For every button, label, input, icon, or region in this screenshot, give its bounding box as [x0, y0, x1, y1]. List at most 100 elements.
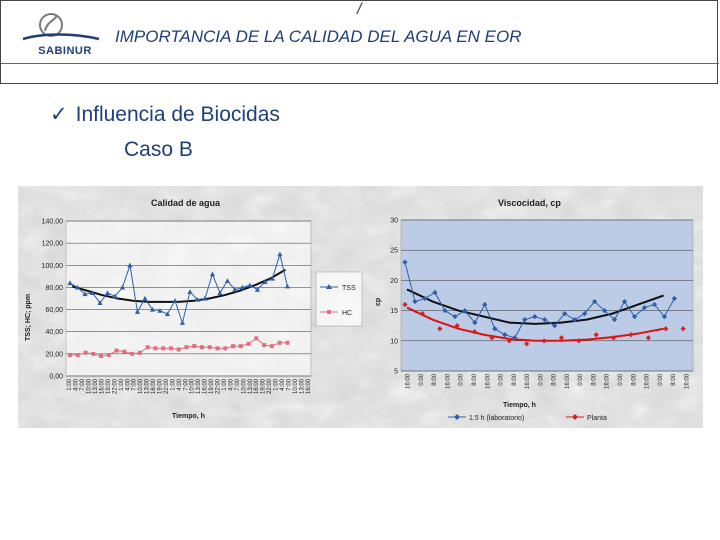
- data-point: [106, 352, 111, 357]
- y-tick-label: 20,00: [45, 351, 63, 358]
- data-point: [82, 291, 88, 297]
- data-point: [522, 317, 528, 323]
- data-point: [246, 341, 251, 346]
- logo-wordmark: SABINUR: [38, 45, 92, 57]
- x-tick-label: 7:00: [183, 378, 189, 390]
- x-tick-label: 1:00: [170, 378, 176, 390]
- x-tick-label: 8:00: [671, 373, 677, 385]
- data-point: [194, 297, 201, 302]
- y-tick-label: 10: [390, 338, 398, 345]
- legend-planta-label: Planta: [587, 415, 607, 422]
- x-tick-label: 10:00: [241, 378, 247, 394]
- data-point: [217, 290, 223, 296]
- bullet-text: Influencia de Biocidas: [75, 103, 280, 126]
- data-point: [254, 287, 261, 292]
- logo-emblem-icon: [22, 13, 100, 41]
- y-tick-label: 80,00: [45, 285, 63, 292]
- legend-lab-label: 1.5 h (laboratorio): [469, 415, 524, 422]
- data-point: [114, 348, 119, 353]
- data-point: [161, 346, 166, 351]
- chart-panel: Calidad de agua 0,00 20,00 40,00 60,00 80,00…: [18, 186, 703, 428]
- x-tick-label: 1:00: [222, 378, 228, 390]
- x-tick-label: 16:00: [684, 373, 690, 389]
- data-point: [277, 251, 283, 257]
- legend-tss-label: TSS: [342, 285, 356, 292]
- data-point: [419, 311, 425, 317]
- x-tick-label: 4:00: [280, 378, 286, 390]
- data-point: [112, 293, 118, 299]
- chart-left: Calidad de agua 0,00 20,00 40,00 60,00 80,00…: [25, 198, 363, 420]
- x-tick-label: 16:00: [645, 373, 651, 389]
- chart-right-plot-area: [400, 219, 694, 372]
- data-point: [157, 308, 163, 313]
- checkmark-icon: ✓: [50, 103, 68, 126]
- data-point: [631, 314, 638, 320]
- data-point: [89, 290, 96, 296]
- x-tick-label: 16:00: [605, 373, 611, 389]
- data-point: [142, 295, 148, 301]
- data-point: [285, 340, 290, 345]
- data-point: [532, 314, 538, 320]
- data-point: [119, 284, 126, 290]
- data-point: [262, 279, 268, 284]
- data-point: [127, 262, 133, 268]
- x-tick-label: 7:00: [235, 378, 241, 390]
- data-point: [224, 278, 231, 283]
- data-point: [134, 309, 141, 314]
- x-tick-label: 4:00: [228, 378, 234, 390]
- data-point: [184, 345, 189, 350]
- data-point: [628, 332, 634, 338]
- data-point: [145, 345, 150, 350]
- x-tick-label: 4:00: [125, 378, 131, 390]
- x-tick-label: 8:00: [472, 373, 478, 385]
- y-tick-label: 5: [394, 369, 398, 376]
- data-point: [284, 283, 290, 289]
- data-point: [232, 287, 238, 292]
- x-tick-label: 16:00: [306, 378, 312, 394]
- data-point: [262, 343, 267, 347]
- y-tick-label: 15: [390, 308, 398, 315]
- x-tick-label: 16:00: [525, 373, 531, 389]
- x-tick-label: 0:00: [578, 373, 584, 385]
- case-label: Caso B: [124, 138, 193, 161]
- y-tick-label: 25: [390, 248, 398, 255]
- data-point: [472, 320, 478, 326]
- chart-left-yticks: 0,00 20,00 40,00 60,00 80,00 100,00 120,00 140,…: [42, 219, 64, 381]
- data-point: [67, 280, 73, 286]
- legend-box: [315, 271, 363, 327]
- legend-hc-marker: [327, 310, 331, 314]
- x-tick-label: 7:00: [132, 378, 138, 390]
- data-point: [552, 323, 558, 329]
- data-point: [231, 344, 236, 349]
- slide-title: IMPORTANCIA DE LA CALIDAD DEL AGUA EN EO…: [115, 27, 522, 46]
- data-point: [512, 335, 518, 341]
- x-tick-label: 10:00: [190, 378, 196, 394]
- data-point: [442, 308, 448, 314]
- data-point: [187, 289, 193, 294]
- sabinur-logo: SABINUR: [15, 9, 107, 65]
- data-point: [471, 329, 478, 335]
- x-tick-label: 16:00: [406, 373, 412, 389]
- chart-right-xticks: 16:00 0:00 8:00 16:00 0:00 8:00 16:00 0:00 8:00 1…: [406, 373, 691, 389]
- data-point: [582, 311, 588, 317]
- data-point: [97, 300, 103, 306]
- x-tick-label: 4:00: [74, 378, 80, 390]
- data-point: [254, 336, 259, 341]
- slide-header: SABINUR / IMPORTANCIA DE LA CALIDAD DEL …: [0, 0, 719, 84]
- chart-right-ylabel: cp: [375, 298, 382, 306]
- chart-right-title: Viscocidad, cp: [498, 198, 561, 208]
- data-point: [91, 351, 96, 356]
- data-point: [238, 344, 243, 349]
- data-point: [130, 351, 135, 356]
- x-tick-label: 1:00: [67, 378, 73, 390]
- data-point: [199, 345, 204, 350]
- data-point: [149, 306, 156, 312]
- legend-hc-label: HC: [342, 310, 352, 317]
- x-tick-label: 8:00: [631, 373, 637, 385]
- x-tick-label: 16:00: [99, 378, 105, 394]
- x-tick-label: 0:00: [499, 373, 505, 385]
- data-point: [277, 340, 282, 345]
- charts-svg: Calidad de agua 0,00 20,00 40,00 60,00 80,00…: [18, 186, 703, 428]
- x-tick-label: 0:00: [459, 373, 465, 385]
- chart-left-grid: [66, 220, 311, 377]
